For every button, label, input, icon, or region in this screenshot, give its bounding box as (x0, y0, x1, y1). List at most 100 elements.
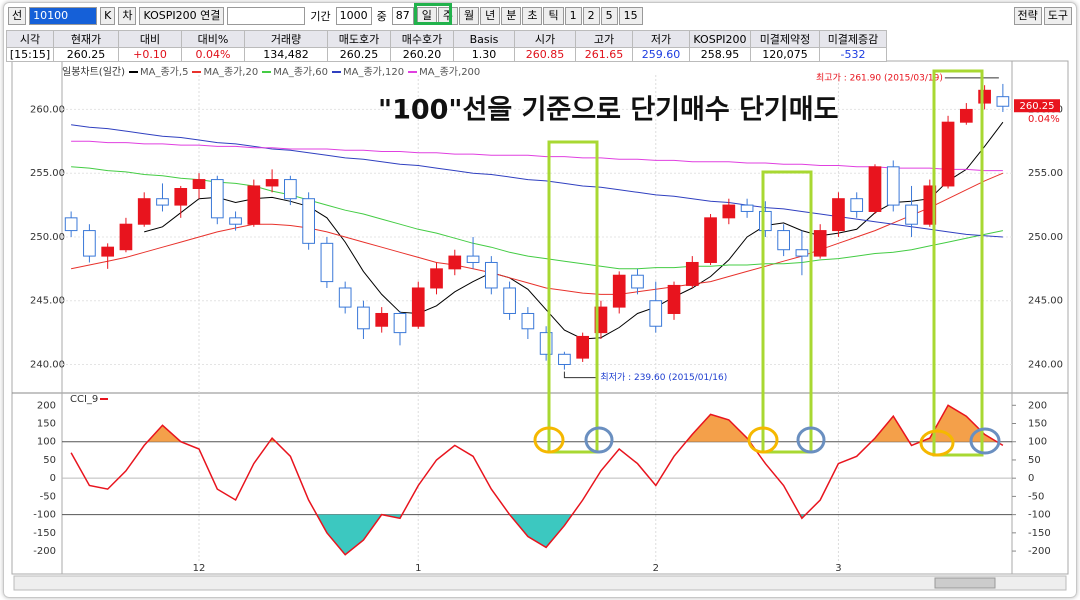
interval-button[interactable]: 년 (480, 7, 501, 25)
legend-label: MA_종가,20 (203, 67, 259, 78)
symbol-button[interactable]: KOSPI200 연결 (139, 7, 225, 25)
quote-header: 대비 (118, 30, 182, 48)
cci-tick-label: -150 (33, 528, 56, 539)
order-label[interactable]: 선 (8, 7, 27, 25)
quote-header: 시가 (514, 30, 576, 48)
quote-header: 매수호가 (390, 30, 454, 48)
buy-circle (919, 429, 955, 457)
y-tick-label: 260.00 (30, 104, 65, 115)
legend-entry: MA_종가,60 (262, 63, 328, 78)
legend-swatch (129, 71, 139, 73)
candle-body (484, 261, 498, 289)
scrollbar[interactable] (13, 575, 1067, 591)
cci-tick-label-right: -150 (1028, 528, 1051, 539)
cci-tick-label-right: 150 (1028, 419, 1047, 430)
interval-button[interactable]: 초 (522, 7, 543, 25)
x-tick-label: 12 (193, 563, 206, 574)
quote-value: -532 (819, 47, 887, 62)
quote-header: KOSPI200 (689, 30, 751, 48)
ma-line (71, 140, 1003, 172)
candle-body (923, 185, 937, 225)
quote-header: 저가 (632, 30, 690, 48)
cci-tick-label: -200 (33, 546, 56, 557)
quote-value: 120,075 (750, 47, 820, 62)
interval-button[interactable]: 주 (437, 7, 458, 25)
quote-table: 시각 현재가 대비 대비% 거래량 매도호가 매수호가 Basis 시가 고가 저가 KOSPI200… (6, 30, 887, 62)
y-tick-label: 245.00 (30, 296, 65, 307)
interval-button[interactable]: 2 (582, 7, 600, 25)
candle-body (393, 312, 407, 334)
candle-body (64, 217, 78, 232)
candle-body (229, 217, 242, 225)
last-price-tag (1014, 99, 1060, 113)
interval-button[interactable]: 15 (618, 7, 643, 25)
cci-tick-label-right: 200 (1028, 400, 1047, 411)
candle-body (192, 179, 206, 190)
interval-button[interactable]: 월 (458, 7, 480, 25)
quote-header: 미결제증감 (819, 30, 887, 48)
candle-body (740, 204, 754, 212)
interval-button[interactable]: 틱 (543, 7, 564, 25)
quote-header: 미결제약정 (750, 30, 820, 48)
candle-body (594, 306, 608, 334)
period-input[interactable]: 1000 (335, 7, 372, 25)
period-label: 기간 (310, 10, 331, 23)
date-input[interactable] (227, 7, 306, 25)
legend-entry: MA_종가,5 (129, 63, 188, 78)
k-button[interactable]: K (100, 7, 116, 25)
candle-body (941, 121, 955, 187)
candle-body (667, 284, 681, 314)
candle-body (685, 261, 699, 286)
code-input[interactable]: 10100 (29, 7, 98, 25)
candle-body (996, 96, 1010, 107)
headline: "100"선을 기준으로 단기매수 단기매도 (378, 95, 838, 126)
scroll-thumb[interactable] (934, 577, 996, 589)
legend-entry: MA_종가,20 (192, 63, 258, 78)
cci-tick-label-right: -200 (1028, 546, 1051, 557)
candle-body (978, 89, 991, 104)
low-arrow (563, 371, 599, 379)
legend-entry: MA_종가,200 (408, 63, 480, 78)
candle-body (83, 230, 96, 257)
candle-body (886, 166, 900, 206)
candle-body (649, 300, 663, 327)
tool-button[interactable]: 도구 (1043, 7, 1072, 25)
y-tick-label: 240.00 (30, 359, 65, 370)
cci-line (70, 404, 1004, 556)
legend-swatch (332, 71, 341, 73)
cci-tick-label-right: 0 (1028, 473, 1034, 484)
quote-value: [15:15] (6, 47, 54, 62)
cci-tick-label: 0 (50, 473, 56, 484)
change-label: 0.04% (1028, 114, 1060, 125)
interval-button[interactable]: 분 (501, 7, 522, 25)
legend-swatch (408, 71, 418, 73)
highlight-box (547, 140, 599, 454)
interval-button[interactable]: 5 (600, 7, 618, 25)
candle-body (411, 287, 425, 327)
candle-body (813, 230, 827, 257)
count-input[interactable]: 87 (391, 7, 414, 25)
candle-body (357, 306, 370, 330)
chart-title: 일봉차트(일간) (62, 67, 126, 78)
tool-buttons: 전략 도구 (1013, 7, 1072, 25)
interval-button[interactable]: 1 (564, 7, 582, 25)
cci-tick-label-right: -100 (1028, 510, 1051, 521)
x-tick-label: 2 (653, 563, 659, 574)
tool-button[interactable]: 전략 (1013, 7, 1042, 25)
candle-body (137, 198, 151, 225)
chart-button[interactable]: 차 (118, 7, 137, 25)
active-highlight (413, 3, 452, 25)
candle-body (302, 198, 315, 244)
candle-body (265, 179, 279, 187)
y-tick-label-right: 250.00 (1028, 232, 1063, 243)
highlight-box (761, 170, 813, 454)
cci-tick-label: 200 (37, 400, 56, 411)
candle-body (704, 217, 717, 263)
cci-tick-label: 150 (37, 419, 56, 430)
signal-circles (533, 426, 1001, 457)
cci-fill (686, 414, 750, 442)
quote-value: +0.10 (118, 47, 182, 62)
quote-value: 1.30 (453, 47, 515, 62)
quote-header: 매도호가 (327, 30, 391, 48)
